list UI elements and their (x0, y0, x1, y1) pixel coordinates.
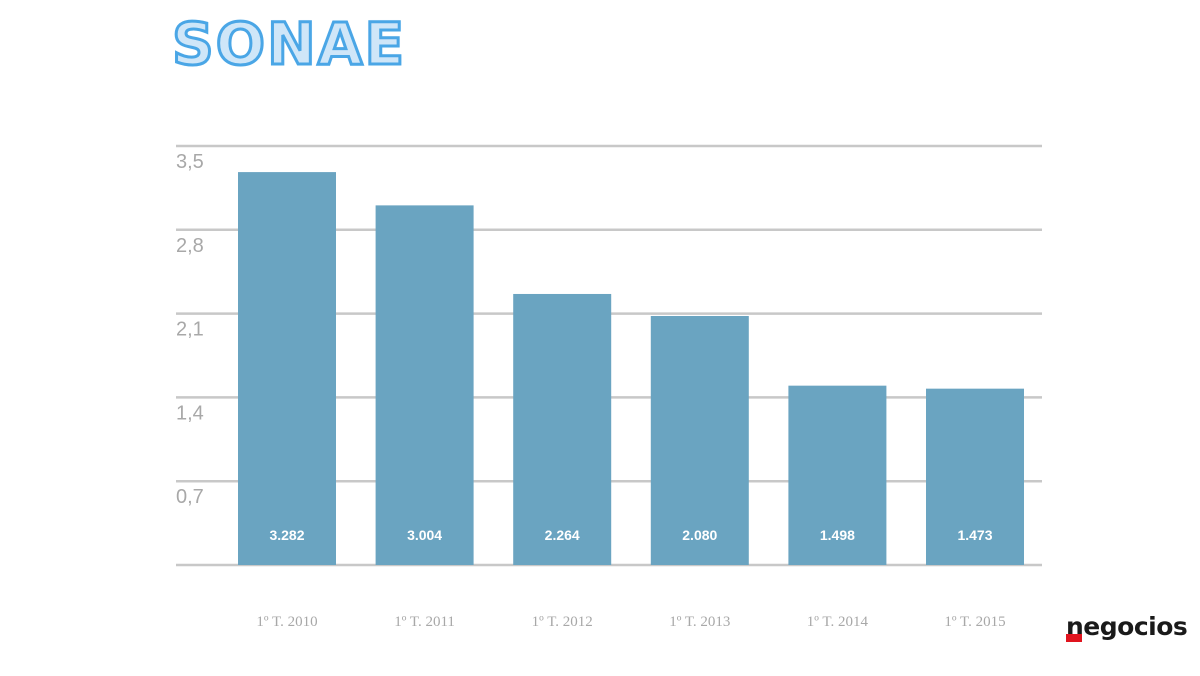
x-category-label: 1º T. 2015 (944, 614, 1005, 630)
y-tick-label: 2,8 (176, 235, 204, 257)
y-tick-label: 1,4 (176, 402, 204, 424)
x-category-label: 1º T. 2010 (256, 614, 317, 630)
bar (238, 172, 336, 565)
negocios-brand-logo: negocios (1066, 612, 1188, 641)
y-tick-label: 0,7 (176, 486, 204, 508)
y-tick-label: 3,5 (176, 151, 204, 173)
bar-value-label: 2.264 (545, 527, 580, 543)
bar-value-label: 3.004 (407, 527, 442, 543)
bar (375, 205, 474, 565)
x-category-label: 1º T. 2014 (807, 614, 869, 630)
x-category-label: 1º T. 2011 (394, 614, 455, 630)
bar-value-label: 3.282 (269, 527, 304, 543)
x-category-label: 1º T. 2013 (669, 614, 730, 630)
bar-value-label: 1.473 (957, 527, 992, 543)
bar (926, 388, 1024, 565)
sonae-logo: SONAE (170, 9, 407, 80)
bar (650, 315, 749, 565)
y-tick-label: 2,1 (176, 319, 204, 341)
bar (513, 293, 612, 565)
bar-value-label: 1.498 (820, 527, 855, 543)
x-category-label: 1º T. 2012 (532, 614, 593, 630)
brand-accent-mark (1066, 634, 1082, 642)
bar (788, 385, 887, 565)
bar-value-label: 2.080 (682, 527, 717, 543)
